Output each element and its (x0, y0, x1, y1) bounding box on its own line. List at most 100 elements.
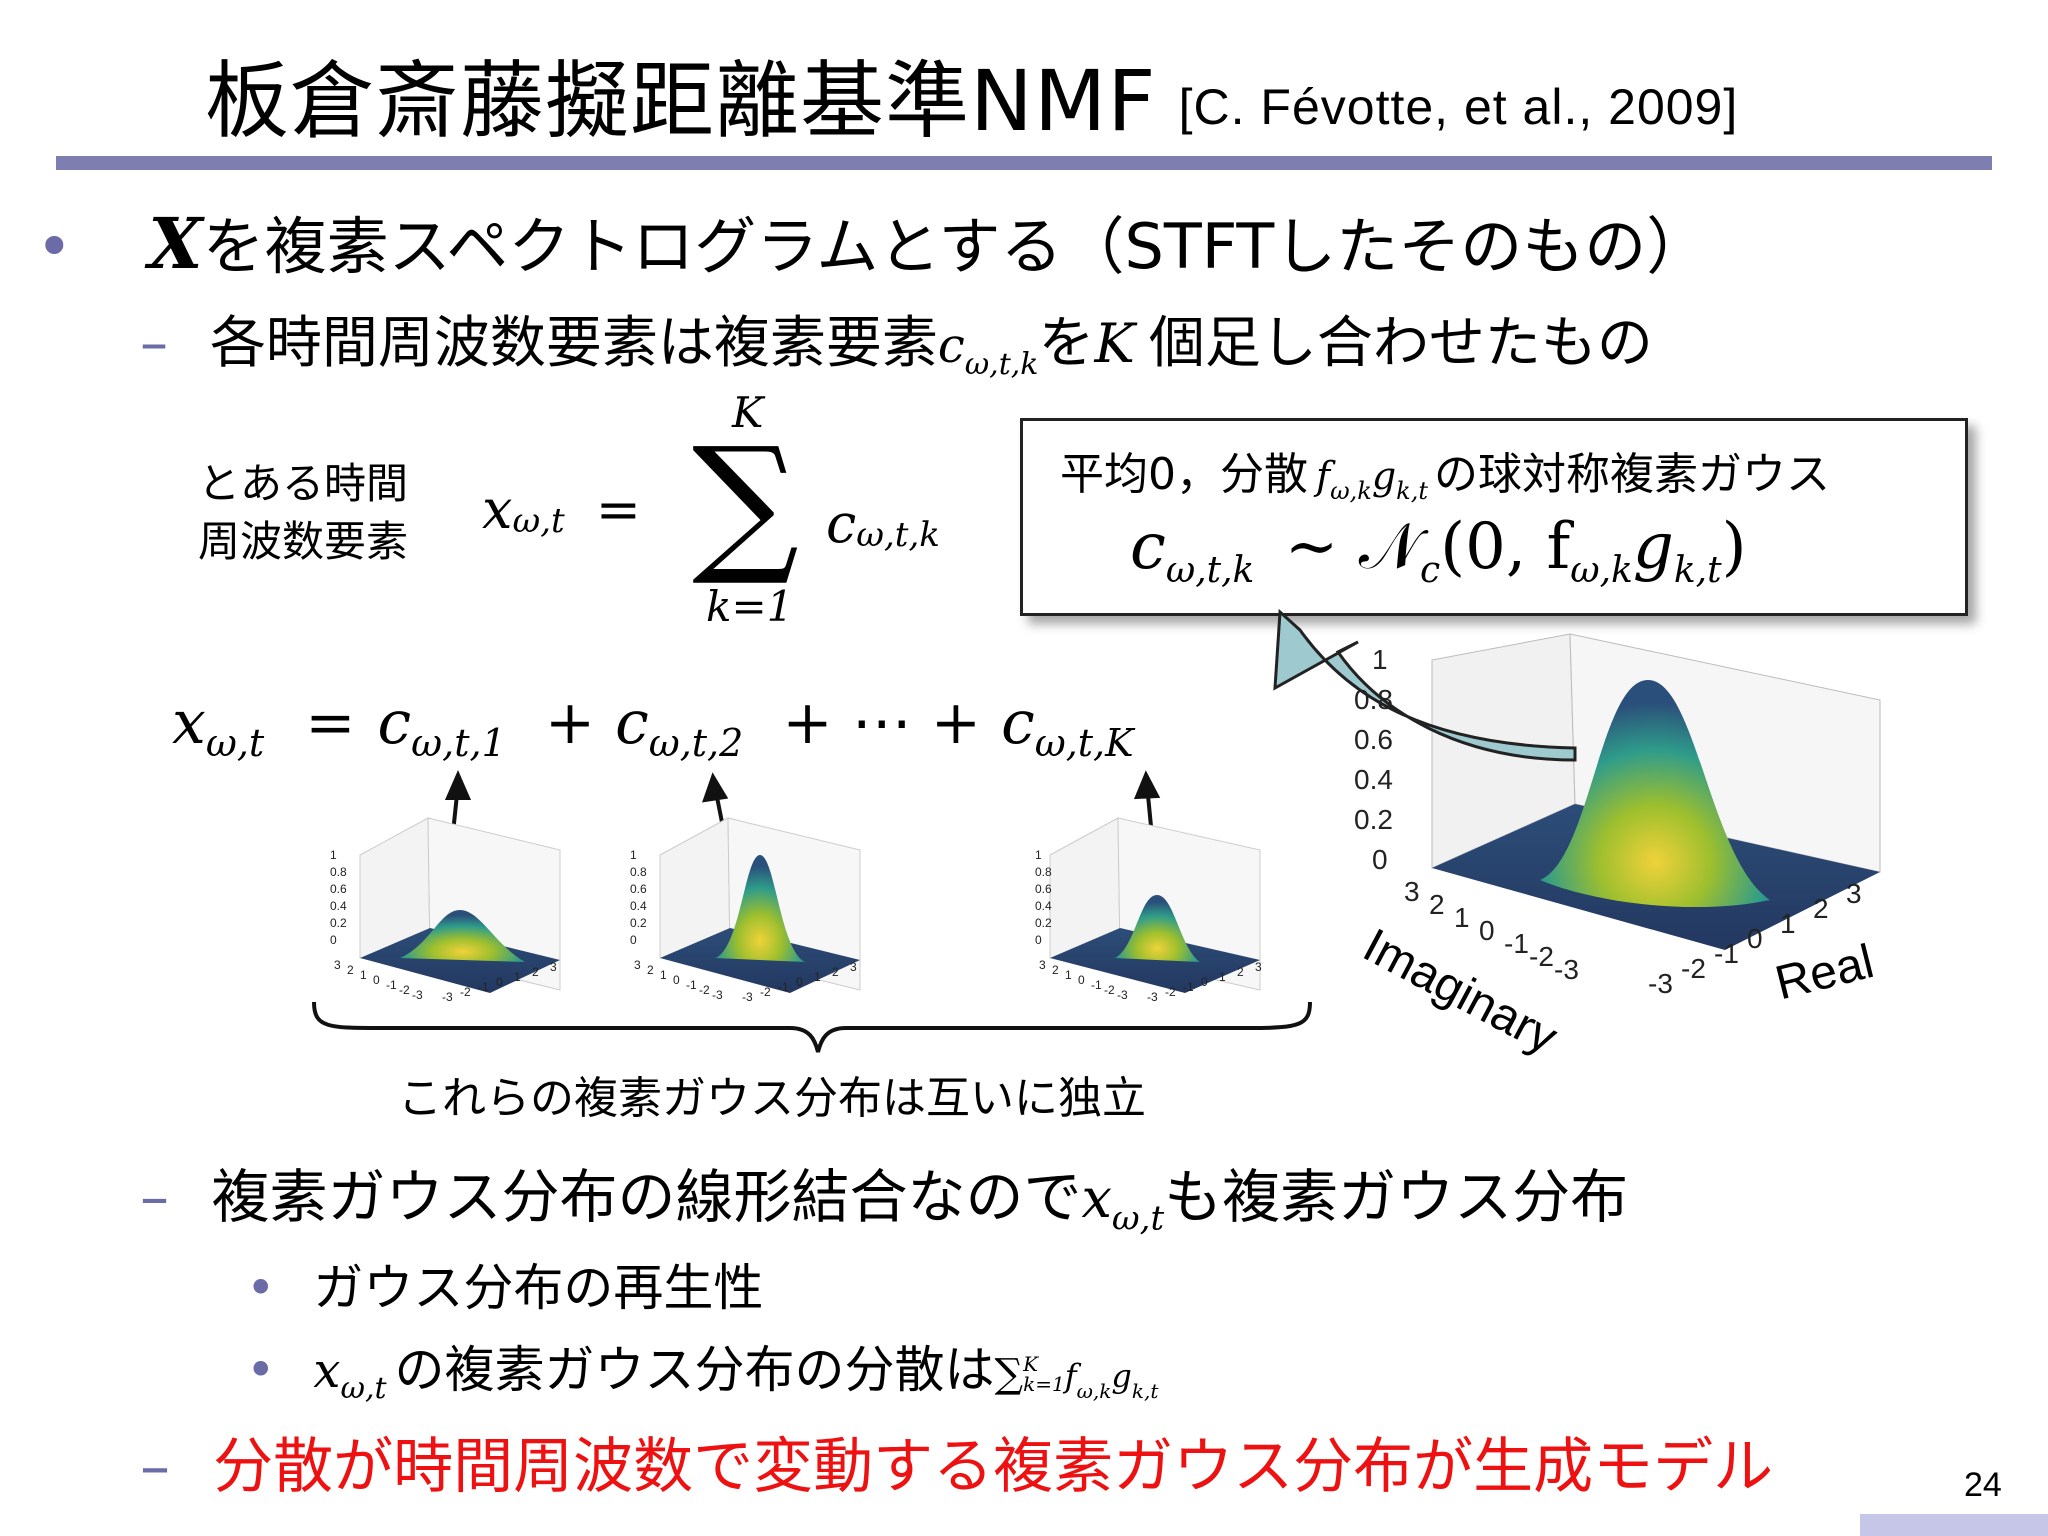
large-plot-right-tick: 2 (1813, 893, 1829, 924)
small-plot-3-right-tick: 1 (1219, 970, 1226, 984)
eq1-x: x (482, 478, 513, 541)
math-c: c (937, 318, 965, 374)
small-plot-3-z-tick: 0.2 (1035, 916, 1052, 930)
box-pre: 平均0，分散 (1060, 449, 1308, 500)
plot-3-surface (1115, 895, 1200, 962)
small-plot-3-right-tick: -2 (1165, 985, 1176, 999)
small-plot-1-right-tick: 3 (550, 960, 557, 974)
bullet-5-f-sub: ω,k (1076, 1379, 1112, 1403)
small-plot-2 (659, 817, 861, 993)
box-g-sub: k,t (1396, 476, 1428, 505)
large-plot-z-tick: 0.4 (1354, 764, 1393, 795)
small-plot-2-z-tick: 0.8 (630, 865, 647, 879)
plot-2-surface (715, 855, 805, 962)
small-plot-1-right-tick: -2 (460, 985, 471, 999)
plot-1-floor (360, 928, 560, 993)
eq2-cK: c (1001, 688, 1035, 758)
large-plot-left-tick: 1 (1454, 902, 1470, 933)
math-K: K (1094, 312, 1135, 375)
eq1-c: c (826, 492, 857, 555)
small-plot-1-z-tick: 0.2 (330, 916, 347, 930)
eq2-c2: c (615, 688, 649, 758)
small-plot-1-z-tick: 0.6 (330, 882, 347, 896)
small-plot-2-left-tick: -2 (699, 983, 710, 997)
slide-title: 板倉斎藤擬距離基準NMF [C. Févotte, et al., 2009] (205, 34, 1738, 155)
eq2-dots: + ⋯ + (782, 688, 982, 758)
large-plot-z-tick: 1 (1372, 644, 1388, 675)
bullet-3-pre: 複素ガウス分布の線形結合なので (211, 1163, 1082, 1231)
large-plot-right-tick: -1 (1714, 938, 1739, 969)
curved-arrow-icon (1273, 608, 1577, 762)
small-plot-2-right-tick: 2 (832, 965, 839, 979)
sum-icon: ∑ (994, 1351, 1024, 1397)
page-footer-bar (1860, 1514, 2048, 1536)
bullet-5-f: f (1064, 1357, 1077, 1395)
equation-1-lhs: xω,t = (482, 478, 641, 541)
bullet-4-text: ガウス分布の再生性 (313, 1259, 764, 1317)
title-underline (56, 156, 1992, 170)
x-symbol: X (148, 202, 203, 285)
box-args-sub: ω,k (1570, 549, 1633, 591)
page-number: 24 (1964, 1466, 2002, 1504)
small-plot-1-right-tick: 0 (496, 975, 503, 989)
bullet-5-g: g (1111, 1357, 1132, 1395)
bullet-dot-icon: • (246, 1341, 276, 1399)
small-plot-3-left-tick: 0 (1078, 973, 1085, 987)
bullet-4: • ガウス分布の再生性 (246, 1248, 763, 1320)
independence-caption: これらの複素ガウス分布は互いに独立 (398, 1073, 1146, 1124)
small-plot-1-left-tick: 2 (347, 963, 354, 977)
small-plot-1-left-tick: 0 (373, 973, 380, 987)
equation-1-rhs: cω,t,k (826, 492, 940, 555)
large-plot-z-tick: 0.2 (1354, 804, 1393, 835)
small-plot-1-right-tick: -3 (442, 990, 453, 1004)
small-plot-2-z-tick: 0.6 (630, 882, 647, 896)
small-plot-1 (359, 817, 561, 993)
large-plot-right-tick: -2 (1681, 953, 1706, 984)
dash-icon: – (140, 1163, 169, 1231)
element-label: とある時間 周波数要素 (198, 459, 409, 566)
small-plot-3-left-tick: 3 (1039, 958, 1046, 972)
large-plot-right-tick: -3 (1648, 968, 1673, 999)
sigma-upper: K (732, 388, 764, 437)
dash-icon: – (140, 1432, 170, 1502)
large-plot-right-tick: 3 (1846, 878, 1862, 909)
small-plot-2-left-tick: 3 (634, 958, 641, 972)
eq1-equals: = (595, 478, 642, 541)
small-plot-3-z-tick: 0.4 (1035, 899, 1052, 913)
eq2-c1: c (377, 688, 412, 758)
small-plot-3-right-tick: 2 (1237, 965, 1244, 979)
bullet-6: – 分散が時間周波数で変動する複素ガウス分布が生成モデル (140, 1418, 1773, 1505)
box-c: c (1130, 510, 1166, 584)
small-plot-2-z-tick: 1 (630, 848, 637, 862)
bullet-2: – 各時間周波数要素は複素要素cω,t,kをK 個足し合わせたもの (140, 298, 1653, 382)
small-plot-3-left-tick: -3 (1117, 988, 1128, 1002)
box-f-sub: ω,k (1330, 476, 1372, 505)
small-plot-2-left-tick: -1 (686, 978, 697, 992)
bullet-2-pre: 各時間周波数要素は複素要素 (209, 311, 938, 376)
large-plot-z-tick: 0.8 (1354, 684, 1393, 715)
bullet-2-post: 個足し合わせたもの (1148, 311, 1653, 376)
small-plot-3-right-tick: 3 (1255, 960, 1262, 974)
bullet-5-x: x (313, 1343, 341, 1399)
sum-upper: K (1023, 1351, 1039, 1376)
large-plot-left-tick: -1 (1504, 928, 1529, 959)
eq2-equals: = (305, 688, 356, 758)
bullet-1-text: を複素スペクトログラムとする（STFTしたそのもの） (202, 210, 1709, 283)
box-post: の球対称複素ガウス (1433, 449, 1830, 500)
eq2-x: x (172, 688, 206, 758)
small-plot-3-z-tick: 1 (1035, 848, 1042, 862)
small-plot-3 (1049, 817, 1261, 993)
small-plot-3-left-tick: -2 (1104, 983, 1115, 997)
arrow-3-head-icon (1133, 770, 1161, 800)
eq2-c1-sub: ω,t,1 (411, 721, 506, 765)
large-plot-left-tick: -2 (1529, 941, 1554, 972)
box-normal: ∼ 𝒩 (1284, 510, 1420, 584)
small-plot-1-z-tick: 0.4 (330, 899, 347, 913)
sigma-icon: ∑ (692, 416, 800, 590)
eq1-c-sub: ω,t,k (856, 515, 940, 556)
small-plot-1-right-tick: -1 (478, 980, 489, 994)
large-plot-left-tick: 0 (1479, 915, 1495, 946)
large-plot (1431, 633, 1881, 950)
small-plot-3-right-tick: -1 (1183, 980, 1194, 994)
dash-icon: – (140, 311, 168, 376)
